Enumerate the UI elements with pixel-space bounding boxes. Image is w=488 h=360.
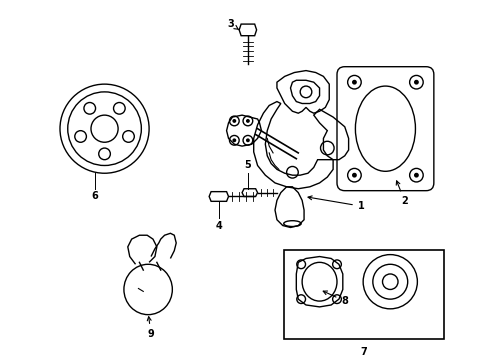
- Circle shape: [351, 80, 356, 85]
- Circle shape: [232, 119, 236, 123]
- Circle shape: [413, 80, 418, 85]
- Bar: [283, 250, 443, 339]
- Text: 6: 6: [91, 192, 98, 202]
- Circle shape: [351, 173, 356, 177]
- Text: 7: 7: [360, 347, 366, 357]
- Text: 9: 9: [147, 317, 154, 339]
- Text: 3: 3: [226, 19, 239, 30]
- Circle shape: [245, 138, 249, 142]
- Text: 8: 8: [323, 291, 347, 306]
- Text: 4: 4: [215, 221, 222, 230]
- Circle shape: [413, 173, 418, 177]
- Text: 2: 2: [395, 181, 407, 206]
- Circle shape: [245, 119, 249, 123]
- Text: 1: 1: [307, 196, 364, 211]
- Text: 5: 5: [244, 161, 251, 171]
- Circle shape: [232, 138, 236, 142]
